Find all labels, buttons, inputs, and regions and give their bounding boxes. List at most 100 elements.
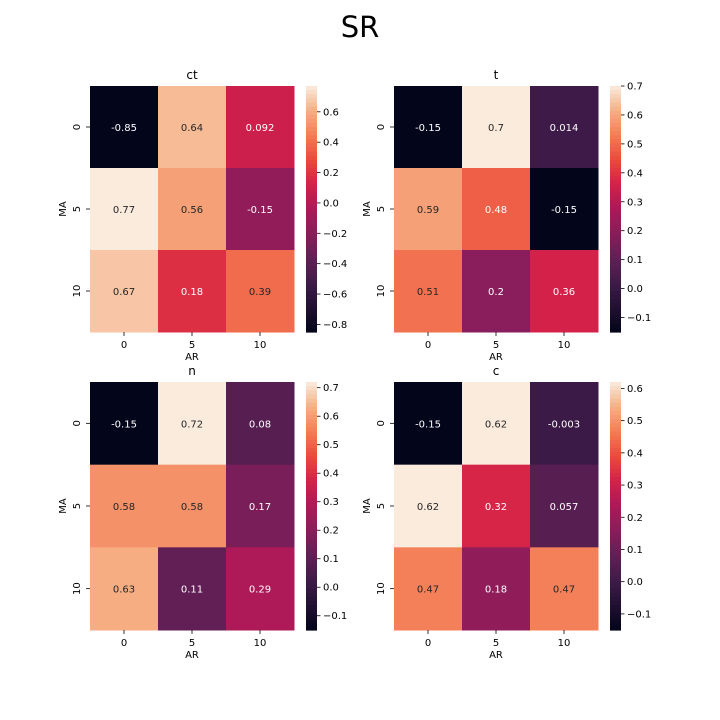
cell-value-label: 0.014	[550, 123, 579, 134]
colorbar-segment	[306, 274, 317, 280]
colorbar-segment	[306, 477, 317, 482]
heatmap-cell	[90, 464, 159, 548]
colorbar-segment	[306, 588, 317, 594]
colorbar-tick-label: 0.0	[323, 583, 339, 594]
colorbar-segment	[610, 245, 621, 251]
colorbar-tick-label: 0.6	[323, 412, 339, 423]
heatmap-cell	[530, 547, 599, 631]
colorbar-segment	[306, 303, 317, 308]
heatmap-cell	[394, 382, 463, 466]
heatmap-cell	[530, 382, 599, 466]
colorbar-segment	[306, 98, 317, 103]
y-tick-label: 0	[72, 420, 83, 426]
colorbar-segment	[610, 617, 621, 623]
colorbar-segment	[306, 102, 317, 108]
colorbar-segment	[610, 192, 621, 198]
colorbar-segment	[306, 192, 317, 198]
colorbar-segment	[306, 209, 317, 214]
heatmap-cell	[226, 464, 295, 548]
colorbar-segment	[610, 468, 621, 474]
colorbar-segment	[610, 559, 621, 565]
colorbar-segment	[610, 497, 621, 503]
heatmap-cell	[226, 250, 295, 333]
colorbar-segment	[306, 460, 317, 466]
colorbar-segment	[306, 386, 317, 391]
colorbar-segment	[306, 114, 317, 120]
colorbar-segment	[306, 286, 317, 292]
heatmap-panel-n: n -0.15 0.72 0.08 0.58 0.58 0.17 0.63 0.11 0.29 0 5…	[58, 364, 347, 661]
colorbar-tick-label: −0.2	[323, 229, 347, 240]
colorbar-segment	[306, 547, 317, 553]
colorbar-segment	[610, 534, 621, 540]
colorbar-segment	[610, 176, 621, 181]
colorbar-segment	[306, 576, 317, 581]
colorbar-segment	[610, 315, 621, 321]
colorbar-segment	[306, 568, 317, 573]
cell-value-label: 0.77	[113, 205, 135, 216]
colorbar-tick-label: 0.1	[323, 554, 339, 565]
colorbar-segment	[306, 439, 317, 445]
colorbar-segment	[610, 493, 621, 499]
colorbar-segment	[306, 551, 317, 557]
colorbar-segment	[610, 485, 621, 491]
colorbar-segment	[610, 394, 621, 400]
colorbar-segment	[306, 427, 317, 433]
colorbar-segment	[306, 617, 317, 623]
colorbar-segment	[306, 605, 317, 610]
colorbar-segment	[610, 398, 621, 404]
colorbar-segment	[306, 435, 317, 441]
colorbar-segment	[610, 601, 621, 606]
cell-value-label: 0.47	[417, 585, 439, 596]
cell-value-label: 0.63	[113, 585, 135, 596]
colorbar-segment	[306, 481, 317, 486]
colorbar-tick-label: 0.4	[323, 138, 339, 149]
cell-value-label: 0.11	[181, 585, 203, 596]
panel-title: n	[188, 364, 196, 378]
colorbar-segment	[306, 200, 317, 206]
colorbar-segment	[306, 110, 317, 116]
colorbar: 0.6 0.4 0.2 0.0 −0.2 −0.4 −0.6 −0.8	[306, 86, 347, 333]
colorbar-tick-label: 0.6	[627, 384, 643, 395]
colorbar-segment	[610, 254, 621, 259]
colorbar-segment	[306, 485, 317, 491]
colorbar-segment	[610, 135, 621, 140]
colorbar-tick-label: −0.4	[323, 259, 347, 270]
colorbar-segment	[306, 625, 317, 631]
colorbar-segment	[610, 86, 621, 91]
colorbar-segment	[306, 147, 317, 153]
colorbar-segment	[610, 621, 621, 627]
heatmap-cell	[226, 168, 295, 251]
colorbar-segment	[610, 406, 621, 412]
colorbar-segment	[610, 514, 621, 519]
colorbar-segment	[306, 311, 317, 317]
colorbar-segment	[306, 497, 317, 503]
colorbar-segment	[306, 299, 317, 304]
colorbar-segment	[306, 609, 317, 615]
colorbar-segment	[306, 155, 317, 161]
colorbar-segment	[610, 200, 621, 206]
colorbar-segment	[306, 266, 317, 272]
y-tick-label: 5	[72, 503, 83, 509]
colorbar-segment	[306, 213, 317, 218]
colorbar-tick-label: −0.6	[323, 290, 347, 301]
colorbar-segment	[610, 410, 621, 416]
heatmap-cell	[530, 168, 599, 251]
heatmap-cell	[158, 86, 227, 169]
cell-value-label: 0.36	[553, 287, 575, 298]
colorbar-segment	[610, 180, 621, 185]
heatmap-cell	[394, 547, 463, 631]
colorbar-segment	[610, 250, 621, 255]
colorbar-segment	[306, 431, 317, 437]
colorbar-segment	[306, 580, 317, 586]
colorbar-segment	[306, 188, 317, 194]
colorbar-segment	[610, 299, 621, 304]
colorbar-tick-label: 0.5	[627, 139, 643, 150]
colorbar-segment	[306, 526, 317, 532]
colorbar-segment	[306, 555, 317, 561]
colorbar-segment	[306, 159, 317, 165]
x-tick-label: 0	[425, 340, 431, 351]
y-axis-label: MA	[58, 201, 69, 217]
colorbar-segment	[610, 114, 621, 120]
cell-value-label: 0.2	[488, 287, 504, 298]
